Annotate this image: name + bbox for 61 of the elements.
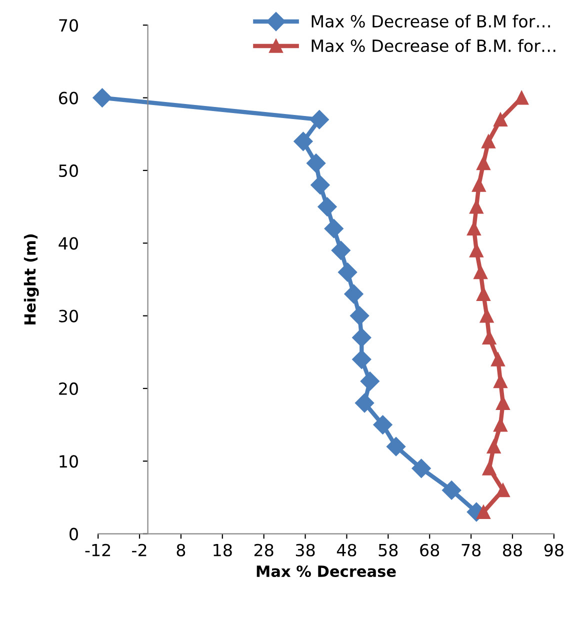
point [476,287,490,301]
point [352,328,372,348]
point [467,222,481,236]
legend-label: Max % Decrease of B.M for… [312,14,550,28]
x-tick-label: 18 [214,544,232,556]
x-tick-label: -2 [132,544,146,556]
point [480,308,494,323]
point [514,90,529,105]
y-tick-label: 20 [59,382,78,396]
x-tick-label: 58 [378,544,398,556]
point [476,505,490,519]
point [482,461,496,476]
point [496,396,510,410]
point [338,262,358,282]
y-tick-label: 40 [58,237,78,250]
point [442,480,462,500]
y-tick-label: 0 [70,528,78,540]
x-tick-label: 78 [462,544,481,556]
point [469,243,484,258]
x-tick-label: 28 [254,544,274,556]
y-tick-label: 70 [59,19,78,32]
point [494,374,508,388]
point [491,352,505,366]
point [386,437,406,456]
point [350,306,370,326]
x-tick-label: -12 [85,544,110,556]
point [482,330,496,345]
point [474,265,488,280]
point [310,175,330,195]
point [494,112,508,127]
point [472,178,486,192]
point [373,415,392,434]
x-tick-label: 88 [503,544,522,556]
point [318,197,337,216]
point [92,88,112,108]
y-tick-label: 10 [60,455,78,468]
point [344,284,364,304]
point [360,372,380,391]
x-tick-label: 68 [420,544,440,556]
x-tick-label: 8 [176,544,186,556]
point [294,132,313,151]
point [310,110,329,130]
point [412,458,431,478]
y-axis-title: Height (m) [24,234,39,324]
x-tick-label: 98 [544,544,564,556]
point [482,134,496,148]
x-tick-label: 48 [336,544,356,556]
y-tick-label: 60 [59,92,78,104]
point [486,440,501,454]
point [496,483,510,498]
x-tick-label: 38 [296,544,315,556]
point [355,393,374,413]
y-tick-label: 50 [59,164,78,178]
legend-label: Max % Decrease of B.M. for… [312,39,556,52]
point [331,240,350,260]
point [324,219,344,238]
point [352,350,372,369]
point [476,156,490,170]
x-axis-title: Max % Decrease [256,565,396,578]
y-tick-label: 30 [59,310,78,322]
point [306,154,326,173]
